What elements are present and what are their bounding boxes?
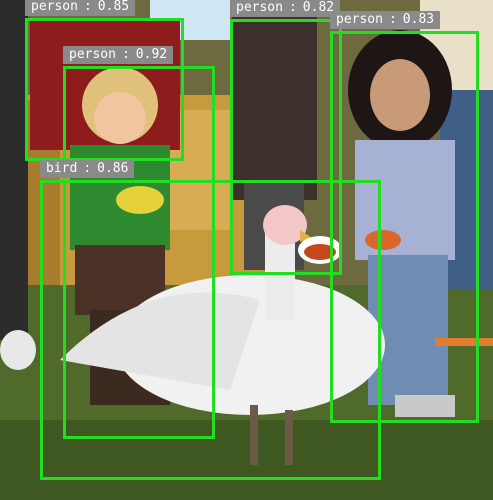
detection-canvas: person:0.85 person:0.92 person:0.82 pers… — [0, 0, 493, 500]
photo-background — [0, 0, 493, 500]
